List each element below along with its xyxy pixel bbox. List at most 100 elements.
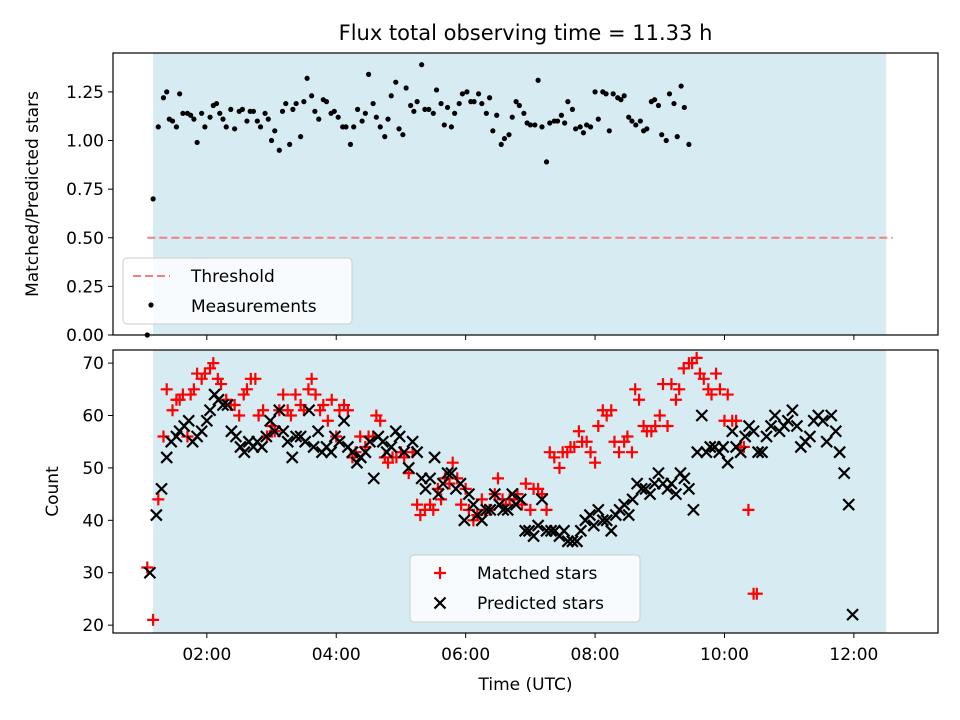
matched-star-point xyxy=(305,372,318,385)
matched-star-point xyxy=(580,435,593,448)
matched-star-point xyxy=(705,388,718,401)
measurement-point xyxy=(430,110,436,116)
predicted-star-point xyxy=(229,430,243,443)
predicted-star-point xyxy=(397,445,411,459)
matched-star-point xyxy=(443,477,456,490)
count-y-tick-label: 40 xyxy=(82,511,104,531)
predicted-star-point xyxy=(203,403,217,417)
predicted-star-point xyxy=(195,424,208,438)
predicted-stars-points xyxy=(143,388,859,621)
predicted-star-point xyxy=(488,487,502,501)
matched-star-point xyxy=(321,414,334,427)
predicted-star-point xyxy=(467,498,480,511)
measurement-point xyxy=(414,99,420,105)
predicted-star-point xyxy=(842,498,855,511)
measurement-point xyxy=(403,85,409,91)
measurement-point xyxy=(164,89,170,95)
measurement-point xyxy=(232,126,238,132)
measurement-point xyxy=(365,71,372,77)
measurement-point xyxy=(426,106,432,112)
predicted-star-point xyxy=(837,466,851,480)
predicted-star-point xyxy=(150,508,163,522)
ratio-panel: 0.00 0.25 0.50 0.75 1.00 1.25 Flux total obse… xyxy=(23,21,939,346)
measurement-point xyxy=(655,102,662,109)
matched-star-point xyxy=(187,383,200,396)
predicted-star-point xyxy=(592,503,605,517)
measurement-point xyxy=(438,100,444,107)
predicted-star-point xyxy=(738,430,752,443)
measurement-point xyxy=(223,124,229,130)
count-y-tick-label: 30 xyxy=(82,564,104,584)
measurement-point xyxy=(287,141,293,148)
predicted-star-point xyxy=(734,445,747,459)
matched-star-point xyxy=(592,419,605,432)
legend-measurements-swatch xyxy=(148,302,154,308)
predicted-star-point xyxy=(285,451,299,464)
matched-star-point xyxy=(160,383,173,396)
measurement-point xyxy=(681,104,687,111)
predicted-star-point xyxy=(751,445,765,459)
measurement-point xyxy=(490,128,496,134)
legend-matched-swatch xyxy=(434,567,446,579)
predicted-star-point xyxy=(557,524,571,538)
predicted-star-point xyxy=(803,430,817,443)
predicted-star-point xyxy=(410,445,424,459)
matched-star-point xyxy=(249,372,262,385)
measurement-point xyxy=(644,126,650,132)
measurement-point xyxy=(573,126,579,132)
predicted-star-point xyxy=(764,419,778,433)
measurement-point xyxy=(220,116,226,122)
predicted-star-point xyxy=(406,435,419,448)
matched-star-point xyxy=(147,613,160,626)
predicted-star-point xyxy=(367,472,381,485)
matched-star-point xyxy=(697,372,710,385)
measurement-point xyxy=(587,124,594,130)
chart-title: Flux total observing time = 11.33 h xyxy=(339,21,713,45)
matched-star-point xyxy=(548,451,561,464)
measurement-point xyxy=(293,100,299,107)
matched-star-point xyxy=(721,388,734,401)
count-y-tick-label: 20 xyxy=(82,616,104,636)
measurement-point xyxy=(283,100,289,107)
predicted-star-point xyxy=(445,466,458,480)
ratio-y-tick-label: 0.25 xyxy=(66,277,104,297)
predicted-star-point xyxy=(829,424,843,438)
legend-predicted-swatch xyxy=(433,596,447,610)
measurement-point xyxy=(343,124,349,130)
measurement-point xyxy=(309,93,315,99)
predicted-star-point xyxy=(846,608,859,621)
predicted-star-point xyxy=(755,445,769,459)
measurement-point xyxy=(351,124,357,130)
predicted-star-point xyxy=(432,487,445,501)
measurement-points xyxy=(144,62,692,338)
measurement-point xyxy=(217,110,223,116)
measurement-point xyxy=(276,147,282,153)
predicted-star-point xyxy=(600,514,613,527)
measurement-point xyxy=(569,106,576,112)
predicted-star-point xyxy=(505,487,519,501)
matched-star-point xyxy=(228,399,241,412)
legend-matched-marker xyxy=(434,567,446,579)
ratio-axes-frame xyxy=(112,52,939,336)
measurement-point xyxy=(592,89,598,95)
predicted-star-point xyxy=(570,535,584,548)
predicted-star-point xyxy=(824,409,838,422)
predicted-star-point xyxy=(768,409,782,422)
measurement-point xyxy=(304,75,310,81)
predicted-star-point xyxy=(402,461,415,475)
count-x-tick-label: 10:00 xyxy=(700,645,749,665)
count-y-ticks: 20 30 40 50 60 70 xyxy=(82,354,113,636)
measurement-point xyxy=(323,99,330,105)
predicted-star-point xyxy=(160,451,173,464)
measurement-point xyxy=(316,116,322,122)
count-panel: 20 30 40 50 60 70 02:00 04:00 06:00 08:00 10:00 12… xyxy=(43,349,939,695)
measurement-point xyxy=(335,114,341,120)
matched-star-point xyxy=(207,357,220,370)
measurement-point xyxy=(595,116,601,122)
measurement-point xyxy=(155,124,161,130)
measurement-point xyxy=(265,116,271,122)
count-x-tick-label: 04:00 xyxy=(312,645,361,665)
measurement-point xyxy=(543,159,550,165)
measurement-point xyxy=(547,120,553,126)
measurement-point xyxy=(671,100,677,107)
